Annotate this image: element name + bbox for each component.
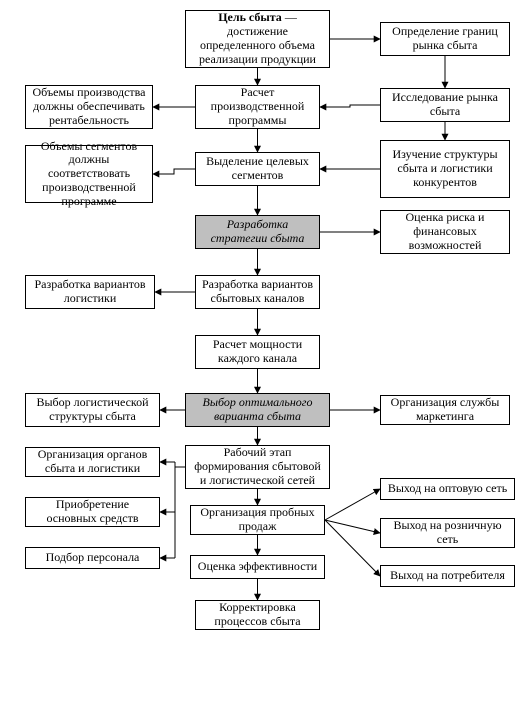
node-label: Оценка эффективности [198,560,317,574]
node-volseg: Объемы сегментов должны соответствовать … [25,145,153,203]
node-assets: Приобретение основных средств [25,497,160,527]
node-bounds: Определение границ рынка сбыта [380,22,510,56]
node-label: Организация пробных продаж [196,506,319,534]
node-label: Разработка вариантов логистики [31,278,149,306]
node-label: Выбор логистической структуры сбыта [31,396,154,424]
node-trial: Организация пробных продаж [190,505,325,535]
edge-trial-retail [325,520,380,533]
node-segments: Выделение целевых сегментов [195,152,320,186]
edge-volseg-segments [153,169,195,174]
node-label: Изучение структуры сбыта и логистики кон… [386,148,504,189]
node-label: Организация службы маркетинга [386,396,504,424]
node-struct: Изучение структуры сбыта и логистики кон… [380,140,510,198]
node-marketing: Организация службы маркетинга [380,395,510,425]
node-label: Рабочий этап формирования сбытовой и лог… [191,446,324,487]
node-label: Подбор персонала [46,551,140,565]
flowchart-stage: { "canvas": { "width": 525, "height": 71… [0,0,525,715]
node-volprod: Объемы производства должны обеспечивать … [25,85,153,129]
node-workstage: Рабочий этап формирования сбытовой и лог… [185,445,330,489]
node-label: Разработка стратегии сбыта [201,218,314,246]
node-optimal: Выбор оптимального варианта сбыта [185,393,330,427]
node-label: Оценка риска и финансовых возможностей [386,211,504,252]
node-goal: Цель сбыта — достижение определенного об… [185,10,330,68]
node-label: Расчет производственной программы [201,86,314,127]
node-risk: Оценка риска и финансовых возможностей [380,210,510,254]
node-label: Выход на оптовую сеть [388,482,507,496]
node-staff: Подбор персонала [25,547,160,569]
edge-trial-consumer [325,520,380,576]
edge-trial-wholesale [325,489,380,520]
node-label: Разработка вариантов сбытовых каналов [201,278,314,306]
node-label: Организация органов сбыта и логистики [31,448,154,476]
node-capacity: Расчет мощности каждого канала [195,335,320,369]
node-label: Объемы производства должны обеспечивать … [31,86,147,127]
node-label: Выход на розничную сеть [386,519,509,547]
node-label: Цель сбыта — достижение определенного об… [191,11,324,66]
node-consumer: Выход на потребителя [380,565,515,587]
node-strategy: Разработка стратегии сбыта [195,215,320,249]
edge-research-calc [320,105,380,107]
node-logchoice: Выбор логистической структуры сбыта [25,393,160,427]
node-label: Объемы сегментов должны соответствовать … [31,140,147,209]
node-logvar: Разработка вариантов логистики [25,275,155,309]
node-label: Корректировка процессов сбыта [201,601,314,629]
node-wholesale: Выход на оптовую сеть [380,478,515,500]
node-label: Приобретение основных средств [31,498,154,526]
node-calc: Расчет производственной программы [195,85,320,129]
node-label: Выбор оптимального варианта сбыта [191,396,324,424]
node-label: Выход на потребителя [390,569,505,583]
node-eff: Оценка эффективности [190,555,325,579]
node-research: Исследование рынка сбыта [380,88,510,122]
node-label: Расчет мощности каждого канала [201,338,314,366]
node-label: Исследование рынка сбыта [386,91,504,119]
node-correct: Корректировка процессов сбыта [195,600,320,630]
node-label: Определение границ рынка сбыта [386,25,504,53]
node-chanvar: Разработка вариантов сбытовых каналов [195,275,320,309]
node-label: Выделение целевых сегментов [201,155,314,183]
node-organs: Организация органов сбыта и логистики [25,447,160,477]
node-retail: Выход на розничную сеть [380,518,515,548]
